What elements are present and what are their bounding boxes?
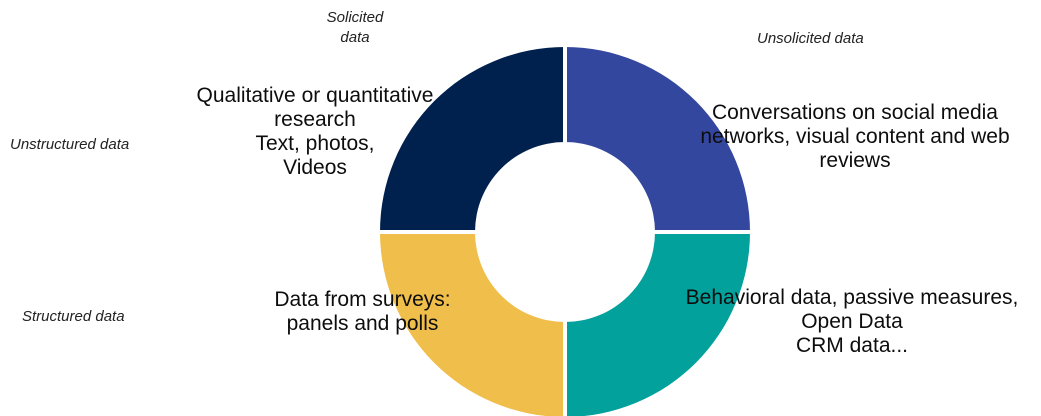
quadrant-text-structured-unsolicited: Behavioral data, passive measures, Open … <box>685 286 1019 357</box>
segment-unstructured-unsolicited <box>565 47 750 232</box>
segment-structured-solicited <box>380 232 565 416</box>
axis-label-unstructured: Unstructured data <box>10 136 130 153</box>
axis-label-solicited: Solicited data <box>326 9 384 46</box>
axis-label-unsolicited: Unsolicited data <box>757 30 864 47</box>
segment-unstructured-solicited <box>380 47 565 232</box>
axis-label-structured: Structured data <box>22 308 125 325</box>
quadrant-text-unstructured-unsolicited: Conversations on social media networks, … <box>700 101 1010 172</box>
quadrant-text-structured-solicited: Data from surveys: panels and polls <box>274 288 451 335</box>
quadrant-text-unstructured-solicited: Qualitative or quantitative research Tex… <box>196 84 434 179</box>
segment-structured-unsolicited <box>565 232 750 416</box>
